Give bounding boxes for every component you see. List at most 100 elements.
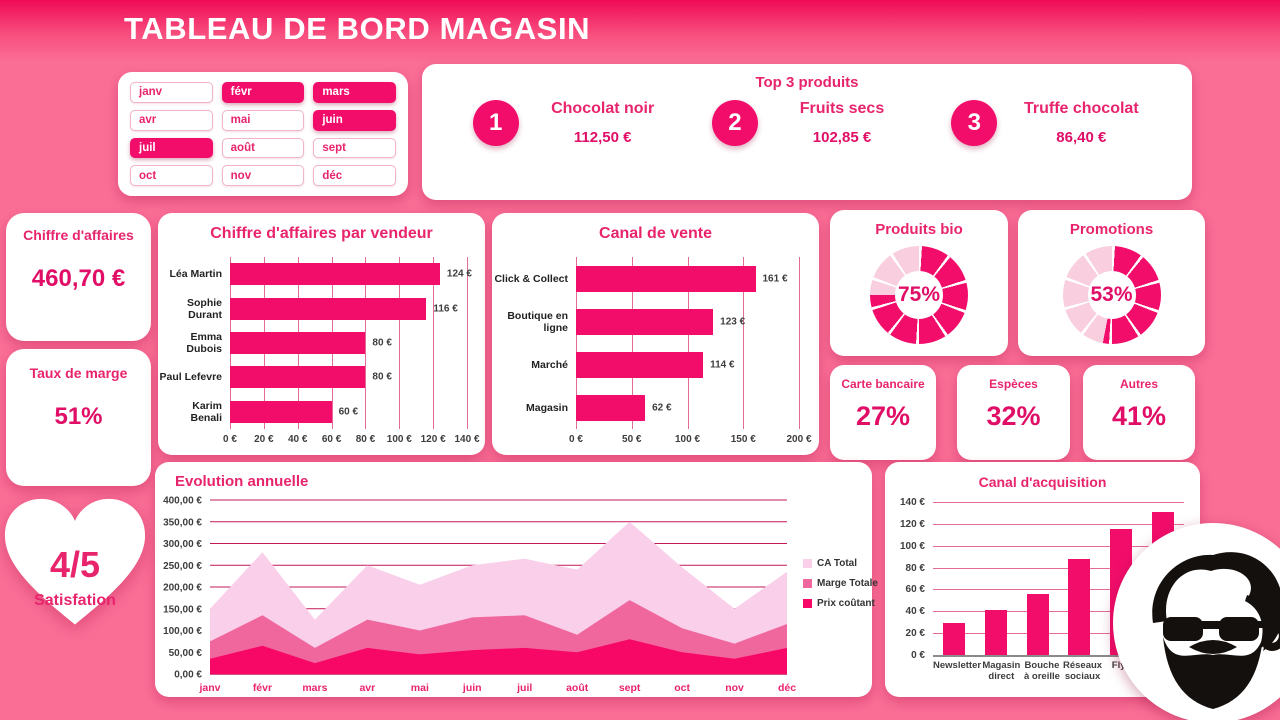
- bar-row: 114 €: [576, 343, 799, 386]
- payment-value: 32%: [986, 401, 1041, 431]
- month-button-oct[interactable]: oct: [130, 165, 213, 186]
- chart-legend: CA Total Marge Totale Prix coûtant: [803, 558, 878, 609]
- vendor-sales-title: Chiffre d'affaires par vendeur: [210, 225, 433, 242]
- promotions-donut-chart: 53%: [1062, 246, 1161, 344]
- product-value: 112,50 €: [573, 129, 632, 146]
- top-product-item: 3 Truffe chocolat 86,40 €: [927, 100, 1166, 146]
- top-product-item: 2 Fruits secs 102,85 €: [687, 100, 926, 146]
- bar-row: 124 €: [230, 257, 472, 291]
- svg-text:juin: juin: [462, 682, 482, 694]
- payment-value: 27%: [855, 401, 911, 431]
- month-button-janv[interactable]: janv: [130, 82, 213, 103]
- month-button-aout[interactable]: août: [221, 137, 305, 159]
- axis-tick-label: 60 €: [321, 434, 342, 445]
- bio-donut-chart: 75%: [870, 246, 968, 344]
- bar-value-label: 80 €: [372, 371, 392, 383]
- axis-tick-label: 40 €: [287, 434, 308, 445]
- sales-channel-card: Canal de vente 161 € 123 € 114 € 62 € 0 € 50 …: [492, 213, 819, 455]
- gridline: [365, 257, 367, 429]
- month-button-dec[interactable]: déc: [313, 165, 396, 186]
- month-button-sept[interactable]: sept: [313, 137, 396, 159]
- x-axis-line: [933, 655, 1184, 657]
- month-button-juin[interactable]: juin: [313, 109, 396, 131]
- category-label: Léa Martin: [169, 268, 222, 281]
- payment-label: Autres: [1119, 377, 1158, 391]
- bar-value-label: 161 €: [762, 273, 788, 284]
- vendor-sales-chart: 124 € 116 € 80 € 80 € 60 € 0 € 20 € 40 € 60 € 80 …: [158, 213, 485, 455]
- payment-value: 41%: [1111, 401, 1167, 431]
- bar: [576, 308, 714, 335]
- category-label: Réseaux sociaux: [1063, 660, 1103, 683]
- bar: [230, 331, 366, 354]
- product-name: Truffe chocolat: [1023, 100, 1139, 117]
- revenue-label: Chiffre d'affaires: [23, 227, 134, 243]
- bio-donut-value: 75%: [895, 271, 943, 319]
- bar: [230, 366, 366, 389]
- svg-text:sept: sept: [619, 682, 641, 694]
- svg-text:juil: juil: [516, 682, 532, 694]
- margin-label: Taux de marge: [29, 365, 128, 381]
- svg-text:déc: déc: [778, 682, 796, 694]
- page-title: TABLEAU DE BORD MAGASIN: [124, 11, 591, 46]
- category-label: Marché: [531, 358, 568, 371]
- axis-tick-label: 200 €: [786, 434, 812, 445]
- bar: [1068, 558, 1091, 655]
- gridline: [399, 257, 401, 429]
- product-name: Fruits secs: [799, 100, 885, 117]
- product-value: 102,85 €: [812, 129, 872, 146]
- bar-row: 161 €: [576, 257, 799, 300]
- bar: [230, 297, 427, 320]
- bar-row: 80 €: [230, 360, 467, 394]
- axis-tick-label: 0 €: [223, 434, 237, 445]
- category-label: Newsletter: [933, 660, 982, 671]
- top-product-item: 1 Chocolat noir 112,50 €: [448, 100, 687, 146]
- bar: [1026, 593, 1049, 655]
- payment-label: Espèces: [989, 377, 1038, 391]
- svg-text:400,00 €: 400,00 €: [163, 496, 202, 507]
- svg-text:mars: mars: [302, 682, 327, 694]
- bio-products-card: Produits bio 75%: [830, 210, 1008, 356]
- annual-evolution-title: Evolution annuelle: [175, 473, 309, 490]
- month-selector: janv févr mars avr mai juin juil août sept oct nov…: [118, 72, 408, 196]
- svg-text:août: août: [566, 682, 589, 694]
- legend-swatch: [803, 559, 812, 568]
- axis-tick-label: 120 €: [899, 518, 925, 530]
- svg-text:0,00 €: 0,00 €: [174, 670, 202, 681]
- month-button-nov[interactable]: nov: [221, 165, 305, 186]
- payment-card-especes: Espèces 32%: [957, 365, 1070, 460]
- axis-tick-label: 20 €: [905, 628, 925, 640]
- svg-text:100,00 €: 100,00 €: [163, 626, 202, 637]
- bar-row: 123 €: [576, 300, 799, 343]
- legend-swatch: [803, 599, 812, 608]
- month-button-mai[interactable]: mai: [221, 109, 305, 131]
- axis-tick-label: 80 €: [355, 434, 376, 445]
- rank-badge: 2: [711, 100, 758, 146]
- legend-label: CA Total: [817, 558, 857, 569]
- month-button-fevr[interactable]: févr: [221, 82, 305, 103]
- axis-tick-label: 20 €: [254, 434, 274, 445]
- gridline: [933, 545, 1184, 547]
- gridline: [933, 611, 1184, 613]
- month-button-mars[interactable]: mars: [313, 82, 396, 103]
- month-button-avr[interactable]: avr: [130, 109, 213, 131]
- axis-tick-label: 100 €: [674, 434, 701, 445]
- axis-tick-label: 0 €: [911, 650, 925, 661]
- bar-row: 60 €: [230, 395, 467, 429]
- gridline: [467, 257, 468, 429]
- top-products-title: Top 3 produits: [755, 74, 859, 91]
- rank-badge: 1: [472, 100, 519, 146]
- axis-tick-label: 150 €: [730, 434, 756, 445]
- top-products-card: Top 3 produits 1 Chocolat noir 112,50 € …: [422, 64, 1192, 200]
- bearded-man-icon: [1152, 552, 1280, 709]
- promotions-donut-value: 53%: [1087, 271, 1136, 319]
- promotions-card: Promotions 53%: [1018, 210, 1205, 356]
- legend-label: Prix coûtant: [817, 598, 875, 609]
- gridline: [933, 633, 1184, 635]
- gridline: [933, 567, 1184, 569]
- category-label: Click & Collect: [494, 272, 568, 285]
- bar-value-label: 123 €: [720, 316, 746, 327]
- product-value: 86,40 €: [1056, 129, 1107, 146]
- category-label: Emma Dubois: [186, 331, 222, 355]
- payment-label: Carte bancaire: [841, 377, 925, 391]
- month-button-juil[interactable]: juil: [130, 137, 213, 159]
